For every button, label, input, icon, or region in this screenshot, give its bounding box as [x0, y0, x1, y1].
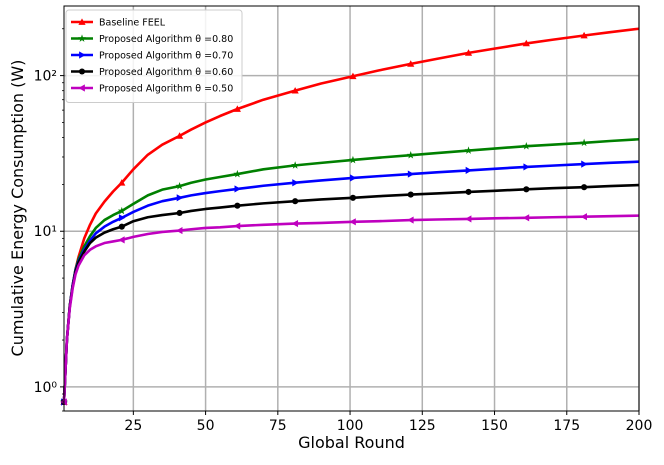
- data-point: [118, 236, 125, 244]
- series-layer: [60, 27, 640, 406]
- data-point: [407, 216, 414, 224]
- data-point: [523, 163, 530, 171]
- legend-marker: [78, 34, 86, 42]
- data-point: [292, 179, 299, 187]
- data-point: [523, 186, 530, 193]
- data-point: [464, 49, 473, 56]
- data-point: [349, 194, 357, 201]
- x-tick-label: 100: [337, 418, 364, 434]
- legend-label: Proposed Algorithm θ =0.70: [99, 51, 233, 62]
- x-tick-label: 25: [124, 418, 142, 434]
- data-point: [234, 202, 241, 209]
- series-4: [60, 183, 640, 406]
- y-axis-label: Cumulative Energy Consumption (W): [8, 60, 27, 357]
- legend-marker: [79, 51, 86, 59]
- data-point: [349, 218, 356, 226]
- data-point: [118, 214, 126, 222]
- data-point: [292, 198, 299, 205]
- data-point: [233, 169, 242, 178]
- legend-label: Proposed Algorithm θ =0.60: [99, 67, 233, 78]
- data-point: [234, 185, 241, 193]
- data-point: [175, 181, 184, 190]
- data-point: [350, 174, 357, 182]
- plot-frame: [63, 5, 640, 412]
- x-tick-label: 175: [553, 418, 580, 434]
- data-point: [291, 219, 299, 228]
- axis-ticks: 25 50 75 100 125 150 175 200 10⁰ 10¹ 10²: [34, 28, 653, 434]
- x-axis-label: Global Round: [298, 433, 405, 452]
- data-point: [233, 105, 241, 112]
- legend-label: Baseline FEEL: [99, 18, 166, 29]
- data-point: [522, 39, 530, 47]
- data-point: [580, 31, 588, 39]
- data-point: [407, 170, 415, 178]
- data-point: [465, 188, 472, 195]
- legend-marker: [78, 84, 85, 92]
- data-point: [580, 138, 589, 147]
- data-point: [464, 215, 472, 223]
- data-point: [175, 132, 184, 139]
- x-tick-label: 50: [197, 418, 215, 434]
- data-point: [522, 214, 530, 222]
- series-1: [60, 27, 640, 405]
- data-point: [291, 87, 299, 94]
- legend-label: Proposed Algorithm θ =0.50: [99, 84, 233, 95]
- data-point: [407, 191, 414, 198]
- x-tick-label: 150: [481, 418, 508, 434]
- data-point: [464, 146, 473, 154]
- series-line: [62, 27, 640, 403]
- data-point: [291, 161, 300, 169]
- legend-marker: [78, 18, 86, 25]
- series-line: [62, 214, 640, 403]
- data-point: [581, 160, 588, 168]
- y-tick-label: 10²: [34, 69, 57, 85]
- data-point: [406, 151, 415, 159]
- data-point: [117, 206, 126, 215]
- x-tick-label: 200: [626, 418, 653, 434]
- data-point: [349, 155, 357, 164]
- x-tick-label: 125: [409, 418, 436, 434]
- legend-label: Proposed Algorithm θ =0.80: [99, 34, 233, 45]
- data-point: [118, 223, 125, 230]
- data-point: [580, 213, 587, 221]
- data-point: [233, 222, 241, 230]
- legend: Baseline FEEL Proposed Algorithm θ =0.80 P…: [65, 9, 243, 103]
- data-point: [349, 72, 357, 80]
- data-point: [118, 179, 126, 186]
- data-point: [465, 166, 473, 174]
- data-point: [581, 184, 588, 191]
- data-point: [175, 226, 183, 235]
- y-tick-label: 10¹: [34, 224, 57, 240]
- data-point: [176, 209, 183, 217]
- data-point: [522, 142, 531, 150]
- data-point: [407, 60, 415, 67]
- series-line: [62, 183, 640, 403]
- data-point: [176, 194, 184, 202]
- y-tick-label: 10⁰: [34, 380, 58, 396]
- legend-marker: [78, 68, 86, 75]
- series-5: [60, 213, 640, 406]
- legend-box: [65, 9, 243, 103]
- x-tick-label: 75: [269, 418, 287, 434]
